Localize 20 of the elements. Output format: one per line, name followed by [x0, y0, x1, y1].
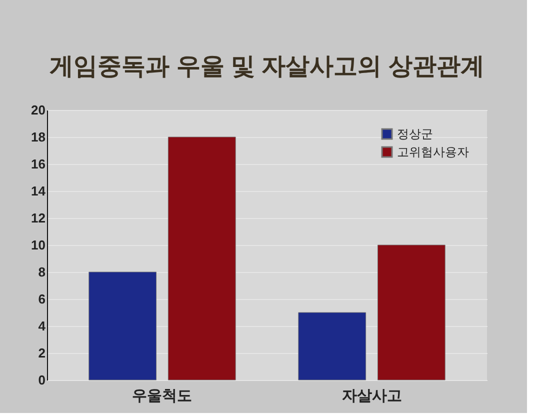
- y-tick-label: 12: [31, 210, 46, 226]
- y-tick-label: 0: [38, 372, 46, 388]
- y-tick-label: 14: [31, 184, 46, 198]
- y-tick-label: 10: [31, 238, 46, 252]
- bar: [377, 244, 446, 380]
- x-tick-label: 자살사고: [342, 388, 402, 404]
- y-tick-label: 18: [31, 130, 46, 144]
- bar: [298, 312, 366, 380]
- y-tick-label: 16: [31, 156, 46, 172]
- y-tick-label: 4: [38, 318, 46, 334]
- legend-label: 고위험사용자: [397, 145, 469, 159]
- legend-label: 정상군: [397, 127, 433, 141]
- y-tick-label: 6: [38, 292, 46, 306]
- bar: [88, 272, 157, 380]
- bar: [168, 136, 236, 380]
- y-tick-label: 2: [38, 346, 46, 360]
- y-tick-label: 20: [31, 102, 46, 118]
- chart-title: 게임중독과 우울 및 자살사고의 상관관계: [50, 53, 484, 80]
- y-tick-label: 8: [38, 264, 46, 280]
- x-tick-label: 우울척도: [132, 388, 192, 404]
